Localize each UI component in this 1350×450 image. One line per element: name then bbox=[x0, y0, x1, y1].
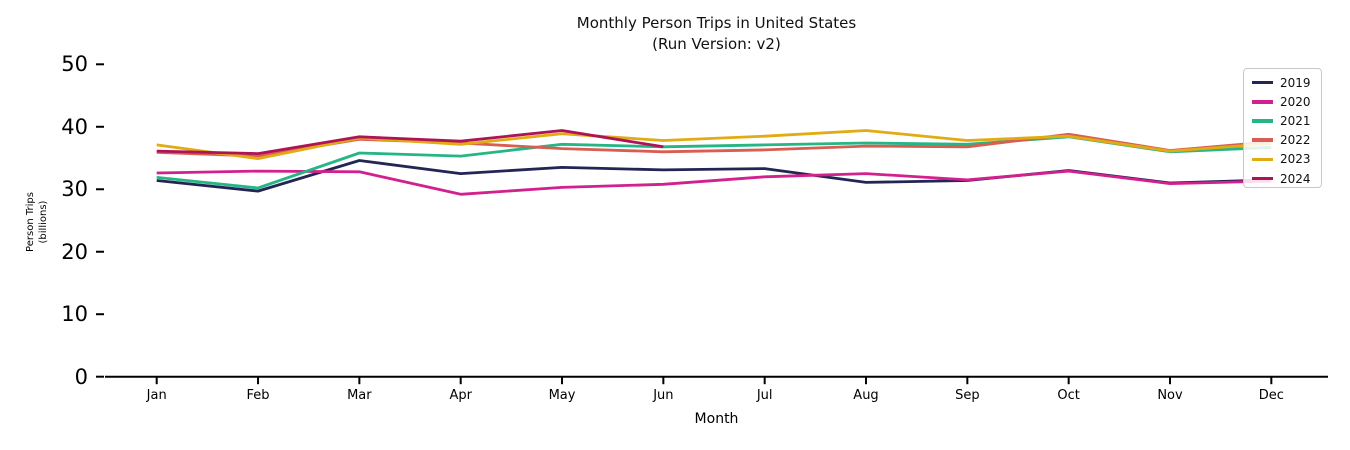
x-tick-label-mar: Mar bbox=[347, 388, 372, 403]
legend-label-2019: 2019 bbox=[1280, 75, 1311, 90]
x-tick-label-aug: Aug bbox=[853, 388, 879, 403]
y-tick-label-20: 20 bbox=[61, 239, 88, 264]
legend-label-2024: 2024 bbox=[1280, 171, 1311, 186]
chart-title: Monthly Person Trips in United States bbox=[576, 14, 857, 32]
x-tick-label-sep: Sep bbox=[955, 388, 980, 403]
x-tick-label-dec: Dec bbox=[1258, 388, 1284, 403]
series-line-2024 bbox=[156, 129, 664, 156]
series-line-2023 bbox=[156, 129, 1272, 161]
series-line-2020 bbox=[156, 169, 1272, 196]
chart-subtitle: (Run Version: v2) bbox=[652, 35, 781, 53]
legend-label-2023: 2023 bbox=[1280, 152, 1311, 167]
legend-swatch-2021 bbox=[1252, 119, 1273, 123]
x-tick-label-feb: Feb bbox=[246, 388, 270, 403]
chart-title-block: Monthly Person Trips in United States (R… bbox=[105, 13, 1328, 55]
legend-label-2020: 2020 bbox=[1280, 94, 1311, 109]
x-tick-label-oct: Oct bbox=[1057, 388, 1080, 403]
legend-label-2022: 2022 bbox=[1280, 133, 1311, 148]
y-tick-label-40: 40 bbox=[61, 114, 88, 139]
x-tick-label-jan: Jan bbox=[146, 388, 167, 403]
legend-entry-2019: 2019 bbox=[1252, 73, 1321, 92]
x-tick-label-jul: Jul bbox=[756, 388, 773, 403]
y-tick-label-30: 30 bbox=[61, 177, 88, 202]
legend: 2019 2020 2021 2022 2023 2024 bbox=[1243, 68, 1322, 188]
x-axis-label: Month bbox=[694, 411, 739, 427]
legend-entry-2021: 2021 bbox=[1252, 111, 1321, 130]
x-tick-label-jun: Jun bbox=[653, 388, 674, 403]
x-tick-label-may: May bbox=[548, 388, 576, 403]
legend-swatch-2020 bbox=[1252, 100, 1273, 104]
legend-label-2021: 2021 bbox=[1280, 113, 1311, 128]
legend-swatch-2019 bbox=[1252, 80, 1273, 85]
legend-swatch-2024 bbox=[1252, 176, 1273, 181]
x-tick-label-apr: Apr bbox=[449, 388, 472, 403]
y-tick-label-50: 50 bbox=[61, 52, 88, 77]
legend-entry-2020: 2020 bbox=[1252, 92, 1321, 111]
y-tick-label-10: 10 bbox=[61, 302, 88, 327]
legend-entry-2023: 2023 bbox=[1252, 150, 1321, 169]
legend-swatch-2023 bbox=[1252, 157, 1273, 162]
legend-entry-2024: 2024 bbox=[1252, 169, 1321, 188]
legend-entry-2022: 2022 bbox=[1252, 131, 1321, 150]
x-tick-label-nov: Nov bbox=[1157, 388, 1183, 403]
y-tick-label-0: 0 bbox=[74, 364, 88, 389]
legend-swatch-2022 bbox=[1252, 138, 1273, 142]
